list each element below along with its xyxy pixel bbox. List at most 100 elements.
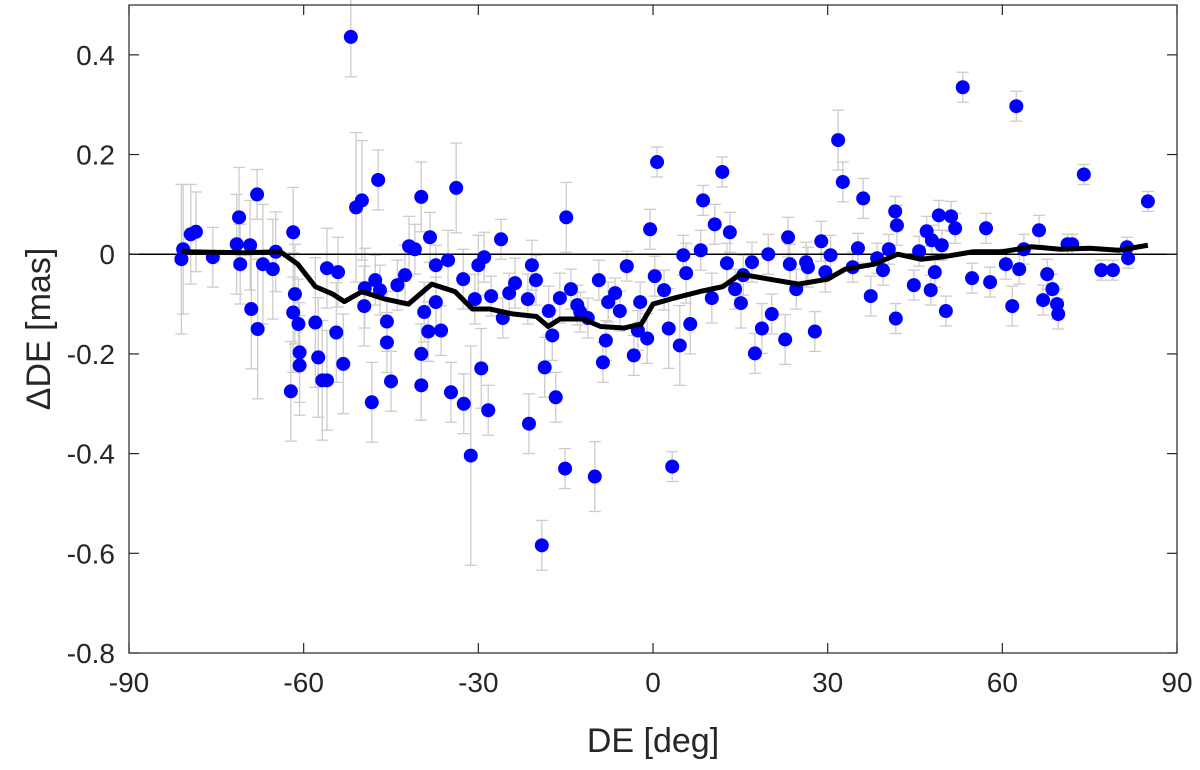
data-point xyxy=(998,257,1013,272)
data-point xyxy=(229,237,244,252)
x-tick-label: -60 xyxy=(283,667,323,698)
data-point xyxy=(311,350,326,365)
data-point xyxy=(601,295,616,310)
data-point xyxy=(672,338,687,353)
data-point xyxy=(1005,299,1020,314)
data-point xyxy=(443,385,458,400)
data-point xyxy=(414,189,429,204)
data-point xyxy=(1036,293,1051,308)
data-point xyxy=(944,209,959,224)
x-axis-ticks: -90 -60 -30 0 30 60 90 xyxy=(109,5,1193,698)
data-point xyxy=(319,261,334,276)
y-tick-label: -0.2 xyxy=(67,339,115,370)
data-point xyxy=(728,282,743,297)
data-point xyxy=(633,295,648,310)
data-point xyxy=(434,323,449,338)
data-point xyxy=(456,396,471,411)
data-point xyxy=(934,238,949,253)
data-point xyxy=(474,361,489,376)
data-point xyxy=(291,317,306,332)
data-point xyxy=(414,346,429,361)
data-point xyxy=(552,291,567,306)
data-point xyxy=(715,164,730,179)
data-point xyxy=(683,317,698,332)
data-point xyxy=(541,304,556,319)
data-point xyxy=(807,324,822,339)
data-point xyxy=(558,461,573,476)
data-point xyxy=(704,291,719,306)
trend-line xyxy=(181,242,1149,331)
data-point xyxy=(232,210,247,225)
data-point xyxy=(244,302,259,317)
x-tick-label: 30 xyxy=(812,667,843,698)
data-point xyxy=(250,187,265,202)
data-point xyxy=(761,247,776,262)
data-point xyxy=(650,155,665,170)
data-point xyxy=(520,292,535,307)
data-point xyxy=(979,221,994,236)
data-point xyxy=(1051,307,1066,322)
data-point xyxy=(1040,267,1055,282)
x-tick-label: 90 xyxy=(1161,667,1192,698)
data-point xyxy=(754,321,769,336)
data-point xyxy=(537,360,552,375)
x-tick-label: -90 xyxy=(109,667,149,698)
x-tick-label: -30 xyxy=(458,667,498,698)
data-point xyxy=(524,258,539,273)
data-point xyxy=(414,378,429,393)
data-point xyxy=(665,459,680,474)
data-point xyxy=(371,172,386,187)
data-point xyxy=(612,304,627,319)
data-point xyxy=(587,469,602,484)
data-point xyxy=(528,273,543,288)
data-point xyxy=(484,289,499,304)
data-point xyxy=(888,311,903,326)
data-point xyxy=(619,259,634,274)
data-point xyxy=(417,305,432,320)
data-point xyxy=(831,133,846,148)
data-point xyxy=(481,403,496,418)
x-tick-label: 60 xyxy=(987,667,1018,698)
data-point xyxy=(548,390,563,405)
data-point xyxy=(390,278,405,293)
data-point xyxy=(782,257,797,272)
data-point xyxy=(923,283,938,298)
data-point xyxy=(814,234,829,249)
data-point xyxy=(626,348,641,363)
data-point xyxy=(188,224,203,239)
data-point xyxy=(287,287,302,302)
data-point xyxy=(421,324,436,339)
data-point xyxy=(456,272,471,287)
data-point xyxy=(983,275,998,290)
data-point xyxy=(534,538,549,553)
data-point xyxy=(343,29,358,44)
data-point xyxy=(292,345,307,360)
data-point xyxy=(423,230,438,245)
data-point xyxy=(823,248,838,263)
data-point xyxy=(733,296,748,311)
data-point xyxy=(965,271,980,286)
data-point xyxy=(379,335,394,350)
data-point xyxy=(888,204,903,219)
data-point xyxy=(441,253,456,268)
data-point xyxy=(1105,263,1120,278)
data-point xyxy=(889,218,904,233)
data-point xyxy=(875,263,890,278)
data-point xyxy=(1076,167,1091,182)
data-point xyxy=(598,333,613,348)
data-point xyxy=(397,268,412,283)
data-point xyxy=(243,238,258,253)
data-point xyxy=(384,374,398,389)
data-point xyxy=(292,358,307,373)
x-axis-label: DE [deg] xyxy=(587,722,719,760)
data-point xyxy=(679,266,694,281)
data-point xyxy=(696,193,711,208)
y-axis-ticks: -0.8 -0.6 -0.4 -0.2 0 0.2 0.4 xyxy=(67,40,1177,669)
data-point xyxy=(508,276,523,291)
data-point xyxy=(1140,194,1155,209)
data-point xyxy=(494,232,509,247)
data-point xyxy=(693,243,708,258)
data-point xyxy=(331,265,346,280)
data-point xyxy=(719,256,734,271)
